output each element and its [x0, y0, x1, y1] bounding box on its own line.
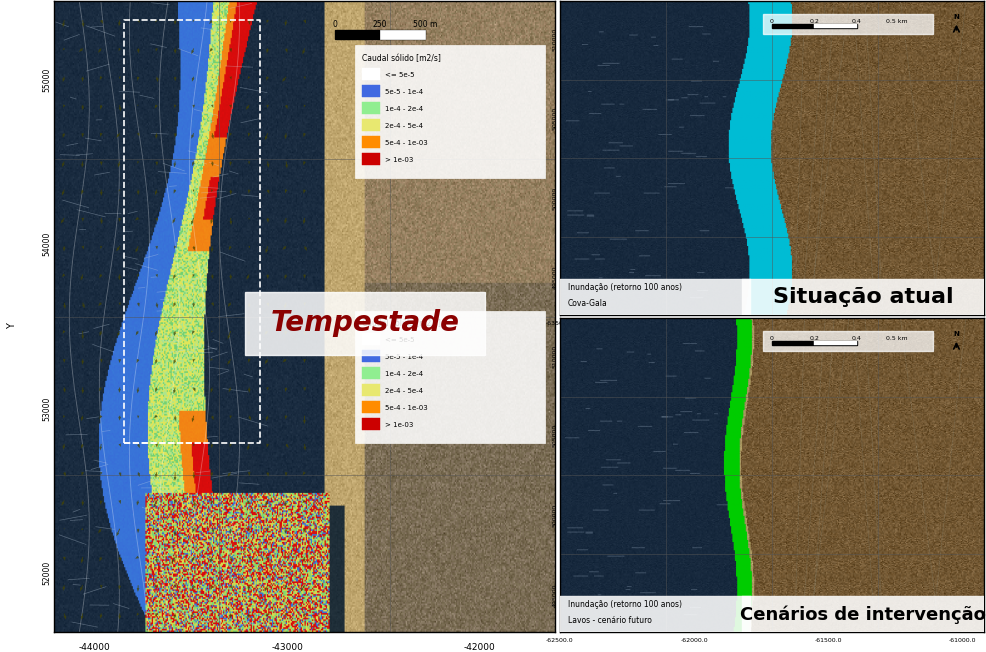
Bar: [380, 30, 425, 39]
Text: N: N: [953, 331, 959, 336]
Text: 55000: 55000: [42, 68, 51, 93]
Text: 5e-4 - 1e-03: 5e-4 - 1e-03: [385, 140, 428, 146]
Text: -61000.0: -61000.0: [950, 638, 976, 643]
Text: 510000: 510000: [552, 344, 557, 368]
Text: -61000.0: -61000.0: [950, 321, 976, 326]
Text: Caudal sólido [m2/s]: Caudal sólido [m2/s]: [362, 319, 441, 329]
Text: -43000: -43000: [271, 642, 303, 651]
Text: 500 m: 500 m: [412, 20, 437, 29]
Text: 0: 0: [770, 19, 774, 23]
Text: 54000: 54000: [42, 232, 51, 256]
Text: 52000: 52000: [42, 560, 51, 585]
Text: 0.4: 0.4: [852, 336, 862, 341]
Text: 500000: 500000: [552, 503, 557, 527]
Text: 2e-4 - 5e-4: 2e-4 - 5e-4: [385, 388, 423, 394]
Text: 53000: 53000: [42, 396, 51, 421]
Text: -61500.0: -61500.0: [869, 321, 896, 326]
Text: 495000: 495000: [552, 266, 557, 289]
Bar: [560, 597, 750, 632]
Bar: [772, 342, 857, 345]
Text: Inundação (retorno 100 anos): Inundação (retorno 100 anos): [568, 600, 682, 609]
Bar: [355, 310, 545, 443]
Text: 0.5 km: 0.5 km: [882, 336, 908, 341]
Text: Cenários de intervenção: Cenários de intervenção: [740, 605, 986, 624]
Bar: [362, 401, 380, 413]
Text: 505000: 505000: [552, 107, 557, 130]
Bar: [362, 119, 380, 131]
Text: -61500.0: -61500.0: [814, 638, 842, 643]
Text: 0: 0: [770, 336, 774, 341]
Text: 2e-4 - 5e-4: 2e-4 - 5e-4: [385, 123, 423, 129]
Bar: [772, 24, 857, 28]
Text: 510000: 510000: [552, 27, 557, 51]
Bar: [362, 153, 380, 166]
Bar: [362, 349, 380, 363]
Text: <= 5e-5: <= 5e-5: [385, 72, 414, 78]
Bar: [334, 30, 425, 39]
Text: Tempestade: Tempestade: [270, 309, 459, 337]
Text: 0.4: 0.4: [852, 19, 862, 23]
Bar: [814, 342, 857, 345]
Bar: [362, 68, 380, 80]
Bar: [362, 333, 380, 346]
Text: 495000: 495000: [552, 583, 557, 606]
Text: Inundação (retorno 100 anos): Inundação (retorno 100 anos): [568, 282, 682, 291]
Text: Caudal sólido [m2/s]: Caudal sólido [m2/s]: [362, 54, 441, 63]
Text: 5e-5 - 1e-4: 5e-5 - 1e-4: [385, 354, 423, 360]
Bar: [362, 418, 380, 430]
Bar: [763, 14, 933, 35]
Bar: [245, 291, 485, 355]
Bar: [362, 366, 380, 379]
Bar: [742, 597, 984, 632]
Text: > 1e-03: > 1e-03: [385, 157, 413, 163]
Text: 0.2: 0.2: [810, 336, 819, 341]
Text: <= 5e-5: <= 5e-5: [385, 337, 414, 343]
Text: Lavos - cenário futuro: Lavos - cenário futuro: [568, 616, 652, 625]
Text: 500000: 500000: [552, 186, 557, 210]
Text: 5e-4 - 1e-03: 5e-4 - 1e-03: [385, 406, 428, 411]
Text: -62500.0: -62500.0: [707, 321, 735, 326]
Bar: [362, 384, 380, 396]
Text: -63000.0: -63000.0: [626, 321, 654, 326]
Text: -63500.0: -63500.0: [546, 321, 574, 326]
Text: -62000.0: -62000.0: [680, 638, 708, 643]
Text: 250: 250: [373, 20, 387, 29]
Bar: [742, 279, 984, 316]
Bar: [362, 102, 380, 114]
Bar: [355, 46, 545, 178]
Text: 5e-5 - 1e-4: 5e-5 - 1e-4: [385, 89, 423, 95]
Text: 1e-4 - 2e-4: 1e-4 - 2e-4: [385, 106, 423, 112]
Text: 505000: 505000: [552, 424, 557, 447]
Text: 1e-4 - 2e-4: 1e-4 - 2e-4: [385, 371, 423, 378]
Bar: [763, 331, 933, 351]
Text: 0.5 km: 0.5 km: [882, 19, 908, 23]
Text: Situação atual: Situação atual: [773, 288, 953, 307]
Text: -62000.0: -62000.0: [788, 321, 815, 326]
Bar: [362, 85, 380, 97]
Text: -62500.0: -62500.0: [546, 638, 574, 643]
Bar: [362, 136, 380, 149]
Text: Y: Y: [7, 323, 17, 329]
Text: 0.2: 0.2: [810, 19, 819, 23]
Text: Cova-Gala: Cova-Gala: [568, 299, 608, 308]
Bar: [814, 24, 857, 28]
Text: 0: 0: [332, 20, 337, 29]
Text: > 1e-03: > 1e-03: [385, 422, 413, 428]
Text: -42000: -42000: [464, 642, 496, 651]
Text: N: N: [953, 14, 959, 20]
Bar: [560, 279, 750, 316]
Text: -44000: -44000: [79, 642, 110, 651]
